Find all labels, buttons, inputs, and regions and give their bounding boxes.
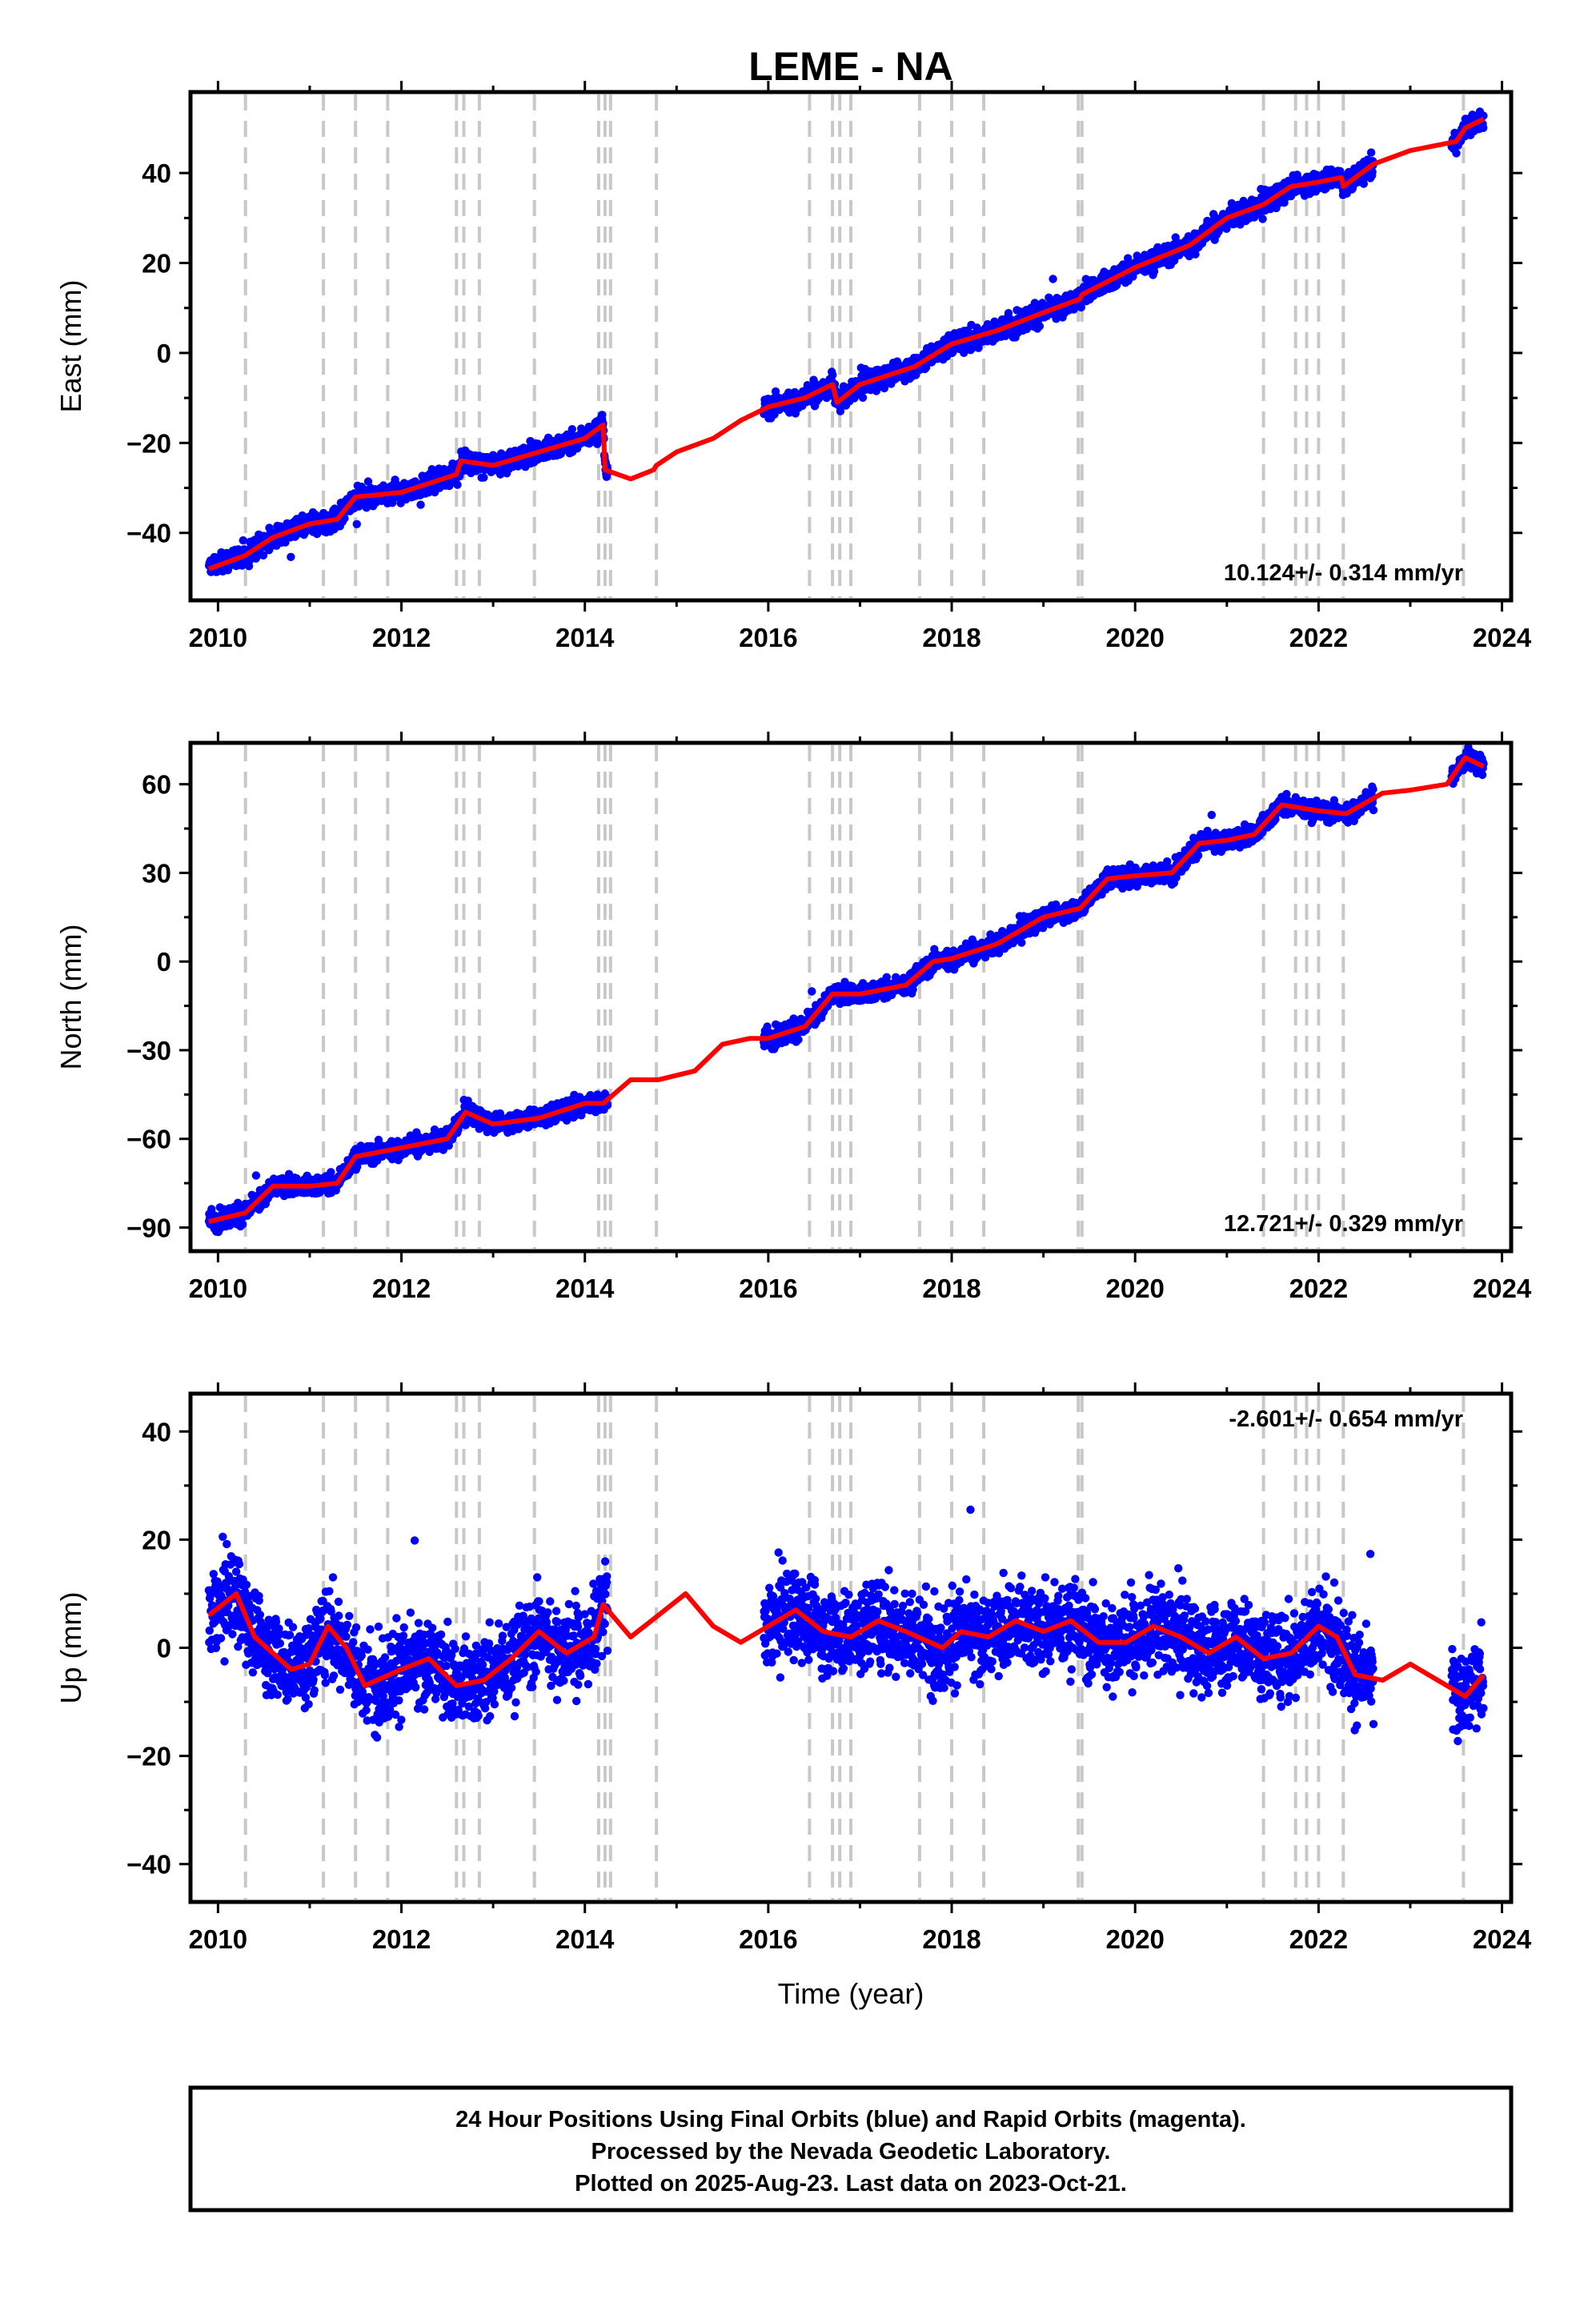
data-point: [1479, 123, 1488, 132]
north-panel: 2010 2012 2014 2016 2018 2020 2022 2024−90−60−3…: [54, 732, 1532, 1303]
data-point: [1035, 322, 1045, 331]
data-point: [362, 504, 371, 512]
data-point: [1258, 215, 1267, 223]
y-tick-label: 40: [142, 158, 171, 188]
data-point: [363, 477, 373, 486]
x-tick-label: 2022: [1289, 623, 1348, 652]
data-point: [239, 536, 247, 545]
data-point: [828, 371, 837, 379]
y-axis-label: East (mm): [54, 280, 87, 413]
data-point: [352, 520, 361, 528]
data-point: [808, 987, 816, 996]
data-point: [259, 551, 268, 560]
x-tick-label: 2020: [1105, 623, 1164, 652]
chart-title: LEME - NA: [748, 44, 953, 89]
x-tick-label: 2014: [555, 623, 615, 652]
y-tick-label: 20: [142, 249, 171, 279]
y-tick-label: 0: [157, 339, 171, 368]
data-point: [238, 1220, 247, 1229]
data-point: [251, 1171, 261, 1180]
data-point: [1049, 275, 1057, 283]
velocity-label: 10.124+/- 0.314 mm/yr: [1224, 560, 1463, 586]
x-tick-label: 2024: [1473, 623, 1532, 652]
data-point: [287, 552, 295, 561]
data-point: [416, 500, 425, 509]
data-point: [1366, 148, 1376, 157]
x-tick-label: 2012: [372, 623, 431, 652]
data-point: [858, 393, 868, 402]
data-point: [794, 1035, 803, 1045]
data-point: [453, 480, 462, 489]
x-tick-label: 2018: [922, 623, 980, 652]
east-panel: 2010 2012 2014 2016 2018 2020 2022 2024 −40 −20 0 2…: [54, 81, 1532, 652]
x-tick-label: 2016: [739, 623, 797, 652]
data-point: [479, 473, 488, 482]
y-tick-label: −40: [126, 519, 171, 548]
data-point: [598, 411, 607, 419]
y-tick-label: −20: [126, 428, 171, 458]
data-point: [1452, 149, 1461, 158]
x-tick-label: 2010: [189, 623, 247, 652]
